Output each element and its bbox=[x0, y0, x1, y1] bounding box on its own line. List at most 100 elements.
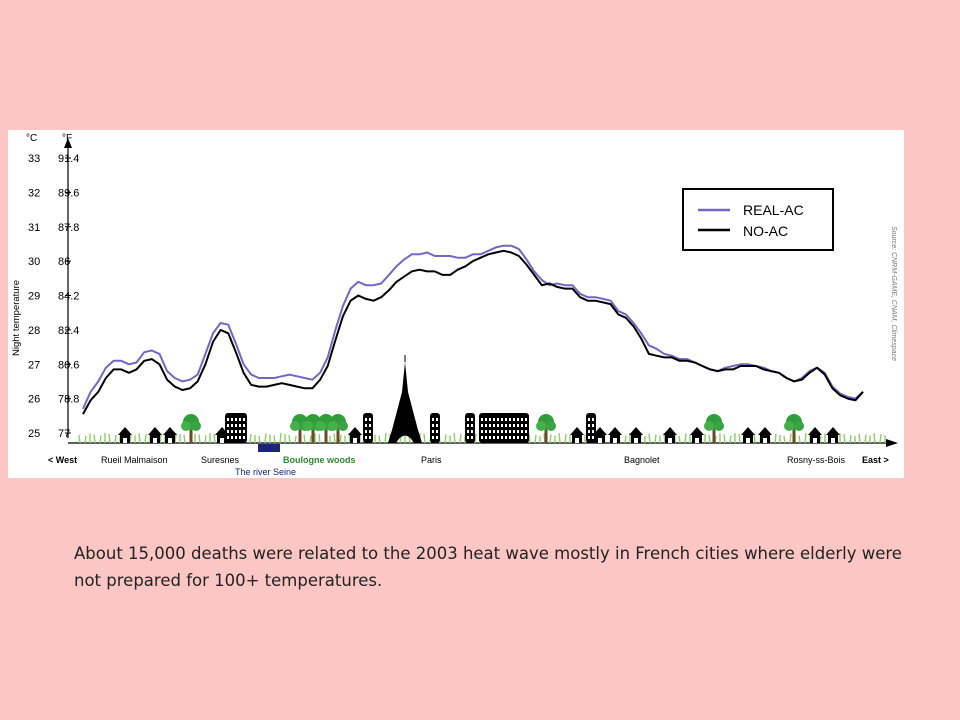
night-temperature-chart: °C °F Night temperature 25 77 26 78.8 27 80.6… bbox=[11, 133, 898, 477]
building bbox=[225, 413, 247, 443]
y-tick-c: 32 bbox=[28, 187, 40, 199]
tree bbox=[328, 414, 348, 443]
grass-blade bbox=[333, 433, 336, 444]
grass-blade bbox=[819, 435, 822, 444]
house bbox=[690, 427, 704, 443]
grass-blade bbox=[423, 433, 426, 444]
building bbox=[430, 413, 440, 443]
tree bbox=[536, 414, 556, 443]
river-seine-label: The river Seine bbox=[235, 467, 296, 477]
house bbox=[348, 427, 362, 443]
grass-blade bbox=[624, 435, 627, 444]
grass-blade bbox=[258, 435, 261, 444]
grass-blade bbox=[648, 433, 651, 444]
grass-blade bbox=[879, 433, 882, 444]
house bbox=[608, 427, 622, 443]
grass-blade bbox=[303, 434, 306, 444]
grass-blade bbox=[249, 433, 252, 444]
grass-blade bbox=[858, 433, 861, 444]
grass-blade bbox=[288, 434, 291, 444]
grass-blade bbox=[723, 434, 726, 444]
place-suresnes: Suresnes bbox=[201, 455, 240, 465]
grass-blade bbox=[708, 434, 711, 444]
legend-label-no-ac: NO-AC bbox=[743, 223, 788, 239]
tree bbox=[704, 414, 724, 443]
unit-fahrenheit: °F bbox=[62, 133, 72, 144]
grass-blade bbox=[378, 435, 381, 444]
x-west-label: < West bbox=[48, 455, 77, 465]
legend-label-real-ac: REAL-AC bbox=[743, 202, 804, 218]
unit-celsius: °C bbox=[26, 133, 37, 144]
grass-blade bbox=[204, 435, 207, 444]
eiffel-tower-icon bbox=[388, 355, 422, 443]
chart-panel: °C °F Night temperature 25 77 26 78.8 27 80.6… bbox=[8, 130, 904, 478]
y-tick-c: 33 bbox=[28, 153, 40, 165]
grass-blade bbox=[738, 433, 741, 444]
river-seine-marker bbox=[258, 444, 280, 452]
y-tick-c: 28 bbox=[28, 325, 40, 337]
y-tick-f: 84.2 bbox=[58, 291, 79, 303]
house bbox=[758, 427, 772, 443]
house bbox=[118, 427, 132, 443]
grass-blade bbox=[564, 433, 567, 444]
y-tick-f: 89.6 bbox=[58, 187, 79, 199]
x-east-label: East > bbox=[862, 455, 889, 465]
y-tick-f: 87.8 bbox=[58, 222, 79, 234]
house bbox=[663, 427, 677, 443]
grass-blade bbox=[93, 434, 96, 444]
house bbox=[148, 427, 162, 443]
series-line-no-ac bbox=[82, 249, 864, 415]
grass-blade bbox=[783, 435, 786, 444]
grass-blade bbox=[78, 434, 81, 444]
grass-blade bbox=[729, 435, 732, 444]
building bbox=[479, 413, 529, 443]
grass-blade bbox=[444, 434, 447, 444]
grass-blade bbox=[774, 433, 777, 444]
y-tick-f: 82.4 bbox=[58, 325, 79, 337]
building bbox=[465, 413, 475, 443]
grass-blade bbox=[873, 432, 876, 444]
house bbox=[826, 427, 840, 443]
grass-blade bbox=[129, 434, 132, 444]
grass-blade bbox=[534, 434, 537, 444]
grass-blade bbox=[384, 432, 387, 444]
grass-blade bbox=[459, 433, 462, 444]
x-axis-arrow bbox=[886, 439, 898, 447]
legend: REAL-AC NO-AC bbox=[682, 188, 834, 251]
tree bbox=[181, 414, 201, 443]
grass-blade bbox=[144, 433, 147, 444]
building bbox=[586, 413, 596, 443]
grass-blade bbox=[159, 433, 162, 444]
grass-blade bbox=[654, 434, 657, 444]
city-scenery bbox=[78, 355, 886, 444]
house bbox=[593, 427, 607, 443]
house bbox=[629, 427, 643, 443]
y-tick-c: 31 bbox=[28, 222, 40, 234]
grass-blade bbox=[864, 434, 867, 444]
y-tick-c: 30 bbox=[28, 256, 40, 268]
grass-blade bbox=[108, 433, 111, 444]
grass-blade bbox=[474, 433, 477, 444]
grass-blade bbox=[294, 435, 297, 444]
y-tick-f: 86 bbox=[58, 256, 70, 268]
grass-blade bbox=[684, 433, 687, 444]
house bbox=[808, 427, 822, 443]
grass-blade bbox=[789, 433, 792, 444]
place-rosny-ss-bois: Rosny-ss-Bois bbox=[787, 455, 846, 465]
caption-text: About 15,000 deaths were related to the … bbox=[74, 544, 902, 590]
place-bagnolet: Bagnolet bbox=[624, 455, 660, 465]
grass-blade bbox=[309, 435, 312, 444]
grass-blade bbox=[84, 435, 87, 444]
grass-blade bbox=[843, 433, 846, 444]
series-line-real-ac bbox=[82, 244, 864, 410]
house bbox=[570, 427, 584, 443]
y-tick-f: 91.4 bbox=[58, 153, 79, 165]
legend-box bbox=[682, 188, 834, 251]
y-tick-c: 27 bbox=[28, 359, 40, 371]
grass-blade bbox=[213, 433, 216, 444]
building bbox=[363, 413, 373, 443]
y-tick-f: 78.8 bbox=[58, 394, 79, 406]
y-axis-label: Night temperature bbox=[11, 280, 22, 356]
grass-blade bbox=[549, 434, 552, 444]
y-ticks: 25 77 26 78.8 27 80.6 28 82.4 29 84.2 30 86 31 87.8 32… bbox=[28, 153, 79, 440]
